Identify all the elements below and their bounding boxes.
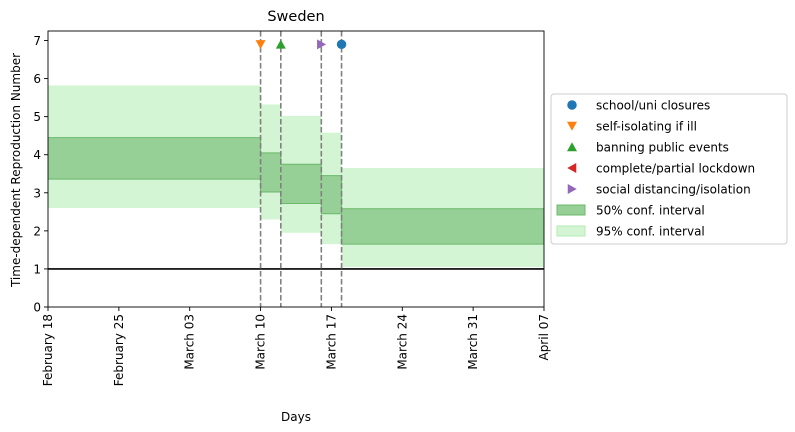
legend-marker-4 — [567, 184, 577, 194]
legend-marker-1 — [567, 121, 577, 131]
legend-label-3: complete/partial lockdown — [596, 162, 755, 176]
legend: school/uni closures self-isolating if ill… — [550, 93, 788, 245]
legend-label-5: 50% conf. interval — [596, 204, 705, 218]
ci50-band-2 — [280, 164, 322, 204]
intervention-marker-2 — [275, 39, 286, 49]
x-tick-label-5: March 24 — [395, 314, 409, 370]
legend-patch-6 — [556, 225, 586, 237]
y-tick-label-0: 0 — [33, 301, 41, 315]
ci50-band-4 — [341, 208, 544, 245]
ci50-band-1 — [260, 152, 281, 193]
intervention-marker-0 — [336, 39, 347, 50]
x-tick-label-6: March 31 — [466, 314, 480, 370]
x-tick-label-2: March 03 — [183, 314, 197, 370]
axes-frame — [47, 30, 545, 308]
legend-label-1: self-isolating if ill — [596, 120, 697, 134]
intervention-marker-1 — [255, 40, 266, 50]
y-tick-label-6: 6 — [33, 72, 41, 86]
ci50-band-0 — [48, 137, 261, 180]
legend-marker-2 — [567, 142, 577, 152]
ci50-band-3 — [321, 175, 342, 214]
plot-area — [48, 31, 544, 307]
y-axis-label: Time-dependent Reproduction Number — [9, 53, 23, 288]
legend-marker-0 — [567, 100, 577, 110]
chart-title: Sweden — [267, 9, 324, 25]
x-tick-label-1: February 25 — [112, 314, 126, 386]
legend-label-6: 95% conf. interval — [596, 225, 705, 239]
x-tick-label-4: March 17 — [324, 314, 338, 370]
legend-label-0: school/uni closures — [596, 99, 710, 113]
y-tick-label-7: 7 — [33, 34, 41, 48]
y-tick-label-1: 1 — [33, 262, 41, 276]
legend-label-2: banning public events — [596, 141, 729, 155]
intervention-marker-4 — [317, 39, 327, 50]
legend-box — [550, 93, 788, 245]
x-tick-label-0: February 18 — [41, 314, 55, 386]
x-tick-label-7: April 07 — [537, 314, 551, 361]
legend-label-4: social distancing/isolation — [596, 183, 751, 197]
y-tick-label-2: 2 — [33, 224, 41, 238]
y-tick-label-4: 4 — [33, 148, 41, 162]
y-tick-label-3: 3 — [33, 186, 41, 200]
legend-marker-3 — [567, 163, 577, 173]
axes: 0 1 2 3 4 5 6 7 February 18 February 25 March 03 Ma… — [33, 30, 551, 386]
legend-patch-5 — [556, 204, 586, 216]
x-axis-label: Days — [281, 410, 311, 424]
y-tick-label-5: 5 — [33, 110, 41, 124]
x-tick-label-3: March 10 — [254, 314, 268, 370]
